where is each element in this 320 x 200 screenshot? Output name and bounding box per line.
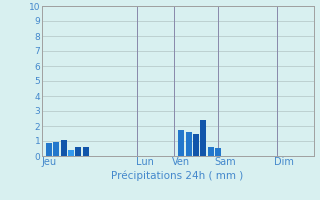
- X-axis label: Précipitations 24h ( mm ): Précipitations 24h ( mm ): [111, 170, 244, 181]
- Bar: [193, 134, 199, 156]
- Bar: [200, 120, 206, 156]
- Bar: [178, 130, 184, 156]
- Bar: [186, 132, 192, 156]
- Bar: [60, 140, 67, 156]
- Bar: [208, 147, 214, 156]
- Bar: [215, 148, 221, 156]
- Bar: [83, 147, 89, 156]
- Bar: [53, 142, 60, 156]
- Bar: [68, 150, 74, 156]
- Bar: [46, 143, 52, 156]
- Bar: [75, 147, 82, 156]
